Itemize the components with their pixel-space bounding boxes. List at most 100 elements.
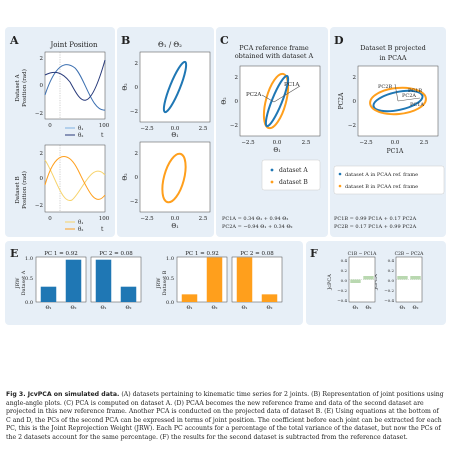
chart-4-bar-2 — [261, 294, 278, 302]
chart-5-xtick-2: Θ₂ — [365, 305, 371, 311]
panel-a-legend-2: θ₂ — [78, 133, 84, 139]
panel-c-ylabel: Θ₂ — [221, 97, 228, 105]
panel-f-letter: F — [310, 247, 318, 260]
panel-c-eq-2: PC2A = −0.94 Θ₁ + 0.34 Θ₂ — [222, 224, 293, 230]
figure-caption: Fig 3. JcvPCA on simulated data. (A) dat… — [6, 391, 444, 443]
panel-c-ytick-2: 0 — [235, 99, 239, 105]
panel-b-xlabel-b: Θ₁ — [171, 223, 178, 230]
panel-d-eq-1: PC1B = 0.99 PC1A + 0.17 PC2A — [334, 216, 417, 222]
panel-f-ytick-5-b: −0.4 — [384, 298, 394, 303]
panel-a-ytick-0: 0 — [40, 83, 44, 89]
panel-f-ylabel-1: JcPCA — [327, 274, 333, 291]
chart-5-bar-1 — [350, 279, 361, 283]
panel-d-ylabel: PC2A — [338, 92, 345, 109]
panel-c-pc2-label: PC2A — [246, 92, 262, 98]
bar-charts: PC 1 = 0.92 Θ₁ Θ₂ PC 2 = 0.08 Θ₁ Θ₂ PC 1 = 0.9… — [35, 251, 425, 311]
panel-f-yticks-1: 0.4 0.2 0.0 −0.2 −0.4 — [337, 258, 347, 303]
panel-d-xtick-1: −2.5 — [359, 140, 373, 146]
panel-a-legend-2-b: θ₂ — [78, 227, 84, 233]
panel-b-xtick-1-a: −2.5 — [140, 126, 154, 132]
panel-e-ylabel-jrw-b: JRW — [156, 277, 162, 290]
panel-e-ytick-1-b: 1.0 — [166, 256, 174, 262]
panel-e-ytick-2-b: 0.5 — [166, 276, 174, 282]
chart-5-bar-2 — [363, 276, 374, 280]
panel-f-ytick-5: −0.4 — [337, 298, 347, 303]
panel-a-ylabel-dataset-b: Dataset B — [15, 176, 21, 203]
panel-d-xtick-2: 0.0 — [391, 140, 400, 146]
chart-3-bar-1 — [181, 294, 198, 302]
panel-d-ytick-2: 0 — [353, 99, 357, 105]
panel-d-title-2: in PCAA — [379, 54, 406, 62]
panel-c-letter: C — [220, 34, 229, 47]
panel-a-legend-1-b: θ₁ — [78, 220, 84, 226]
panel-a-plot-dataset-a — [44, 51, 106, 120]
panel-b-ytick-0-b: 0 — [135, 175, 139, 181]
chart-1-bar-2 — [65, 259, 82, 302]
panel-c-xtick-1: −2.5 — [241, 140, 255, 146]
panel-b-xtick-2-a: 0.0 — [171, 126, 180, 132]
panel-d-eq-2: PC2B = 0.17 PC1A + 0.99 PC2A — [334, 224, 417, 230]
panel-a-xtick-0-b: 0 — [48, 216, 52, 222]
panel-d-plot — [357, 65, 439, 137]
panel-e-ylabel-dataset-a: Dataset A — [21, 270, 27, 295]
chart-6-title: C2B − PC2A — [395, 251, 425, 257]
chart-6-bar-1 — [397, 276, 408, 280]
panel-b-ylabel-a: Θ₂ — [122, 83, 129, 91]
chart-5-title: C1B − PC1A — [348, 251, 378, 257]
chart-1-bar-1 — [40, 286, 57, 302]
panel-f-ytick-3: 0.0 — [341, 278, 348, 283]
chart-3-bar-2 — [206, 257, 223, 302]
panel-b-ytick-2-b: 2 — [135, 151, 139, 157]
panel-d-legend-a: dataset A in PCAA ref. frame — [345, 172, 418, 178]
panel-e-ylabel-dataset-b: Dataset B — [162, 270, 168, 295]
chart-1-xtick-1: Θ₁ — [45, 305, 51, 311]
panel-b-ytick-2-a: 2 — [135, 61, 139, 67]
chart-1-title: PC 1 = 0.92 — [44, 251, 78, 257]
panel-c-xtick-2: 0.0 — [273, 140, 282, 146]
panel-a-letter: A — [9, 34, 19, 47]
panel-a-xlabel-b: t — [101, 226, 104, 233]
panel-e-ytick-1: 1.0 — [25, 256, 33, 262]
panel-b-plot-dataset-a — [139, 51, 211, 123]
chart-2-title: PC 2 = 0.08 — [99, 251, 133, 257]
panel-b-letter: B — [121, 34, 130, 47]
panel-a-xlabel-a: t — [101, 132, 104, 139]
panel-d-xlabel: PC1A — [387, 148, 404, 155]
panel-c-xtick-3: 2.5 — [302, 140, 311, 146]
chart-2-bar-2 — [120, 286, 137, 302]
panel-a-plot-dataset-b — [44, 144, 106, 213]
panel-b-xtick-2-b: 0.0 — [171, 216, 180, 222]
panel-e-letter: E — [10, 247, 18, 260]
chart-1-xtick-2: Θ₂ — [70, 305, 76, 311]
panel-e-ytick-3-b: 0.0 — [166, 300, 174, 306]
panel-d-xtick-3: 2.5 — [420, 140, 429, 146]
panel-d-legend — [333, 165, 445, 195]
panel-b-xtick-3-b: 2.5 — [199, 216, 208, 222]
panel-a-ylabel-position-a: Position (rad) — [21, 69, 28, 107]
chart-6-bar-2 — [410, 276, 421, 280]
chart-3-xtick-2: Θ₂ — [211, 305, 217, 311]
panel-d-label-pc2b: PC2B — [378, 84, 392, 90]
panel-a-ytick-2-b: 2 — [40, 151, 44, 157]
panel-f-ytick-1-b: 0.4 — [388, 258, 395, 263]
panel-c-legend-b: dataset B — [279, 179, 308, 186]
panel-a-ylabel-dataset-a: Dataset A — [15, 73, 21, 101]
panel-d-legend-b: dataset B in PCAA ref. frame — [345, 184, 418, 190]
chart-6-xtick-1: Θ₁ — [399, 305, 405, 311]
chart-4-bar-1 — [236, 257, 253, 302]
panel-c-plot — [239, 65, 321, 137]
panel-d-letter: D — [334, 34, 344, 47]
panel-c-ytick-1: 2 — [235, 75, 239, 81]
panel-b-xtick-3-a: 2.5 — [199, 126, 208, 132]
chart-2-xtick-1: Θ₁ — [100, 305, 106, 311]
panel-f-ytick-4-b: −0.2 — [384, 288, 394, 293]
panel-f-ytick-2-b: 0.2 — [388, 268, 395, 273]
panel-c-title-2: obtained with dataset A — [235, 52, 314, 60]
panel-c-xlabel: Θ₁ — [273, 147, 280, 154]
panel-f-yticks-2: 0.4 0.2 0.0 −0.2 −0.4 — [384, 258, 394, 303]
panel-d-label-pc1a: PC1A — [410, 102, 424, 108]
chart-2-bar-1 — [95, 259, 112, 302]
panel-a-title: Joint Position — [49, 41, 98, 49]
panel-f-ylabel-2: JcPCA — [373, 274, 379, 291]
